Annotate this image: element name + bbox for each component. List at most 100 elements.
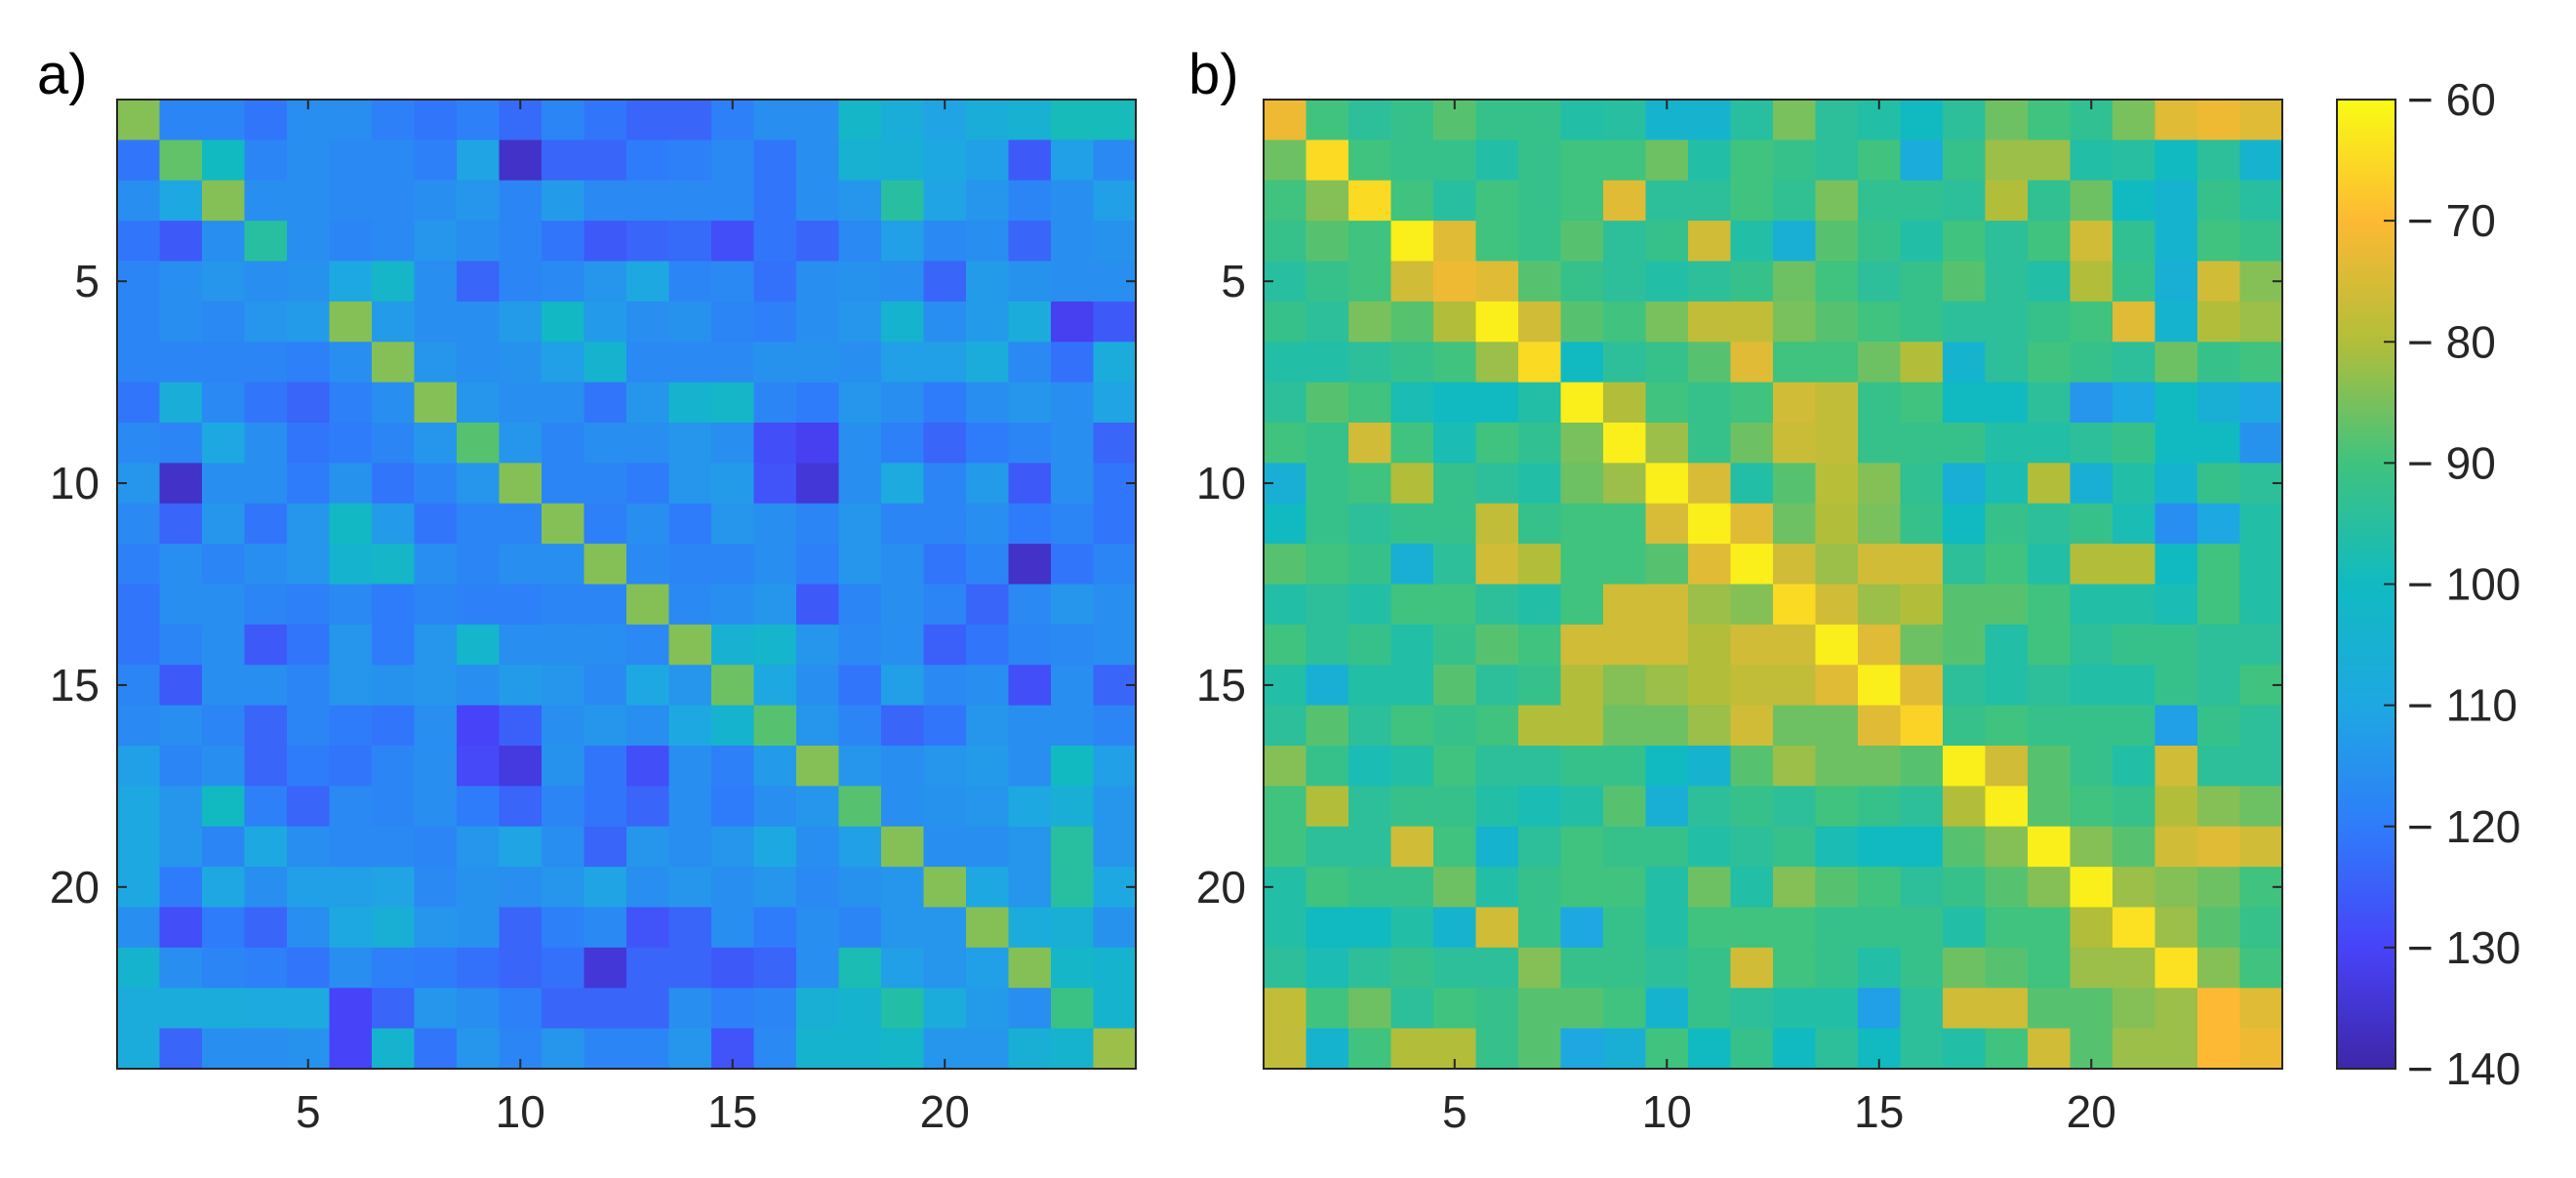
heatmap-cell: [1858, 221, 1902, 263]
heatmap-cell: [372, 624, 416, 666]
heatmap-cell: [117, 503, 161, 545]
heatmap-cell: [329, 947, 373, 989]
heatmap-cell: [796, 382, 840, 424]
heatmap-cell: [1730, 180, 1774, 222]
heatmap-cell: [2197, 665, 2241, 707]
heatmap-cell: [457, 503, 501, 545]
heatmap-cell: [159, 140, 203, 182]
heatmap-cell: [1603, 988, 1647, 1030]
heatmap-cell: [2028, 100, 2072, 141]
heatmap-cell: [1560, 624, 1604, 666]
heatmap-cell: [1773, 624, 1817, 666]
heatmap-cell: [499, 786, 543, 828]
heatmap-cell: [923, 261, 967, 303]
heatmap-cell: [1603, 503, 1647, 545]
heatmap-cell: [1475, 342, 1519, 384]
heatmap-cell: [117, 301, 161, 343]
heatmap-cell: [668, 382, 712, 424]
heatmap-cell: [1306, 301, 1349, 343]
heatmap-cell: [881, 423, 925, 464]
heatmap-cell: [711, 140, 755, 182]
heatmap-cell: [1093, 180, 1137, 222]
x-tick-label: 15: [1854, 1086, 1904, 1137]
heatmap-cell: [2113, 826, 2156, 868]
heatmap-cell: [1688, 180, 1732, 222]
heatmap-cell: [584, 544, 627, 586]
heatmap-cell: [372, 907, 416, 949]
heatmap-cell: [1390, 907, 1434, 949]
heatmap-cell: [1093, 907, 1137, 949]
heatmap-cell: [838, 988, 882, 1030]
heatmap-cell: [457, 907, 501, 949]
heatmap-cell: [1051, 907, 1095, 949]
heatmap-cell: [457, 826, 501, 868]
heatmap-cell: [542, 867, 585, 909]
heatmap-cell: [1815, 947, 1859, 989]
heatmap-cell: [1858, 746, 1902, 787]
heatmap-cell: [1560, 867, 1604, 909]
heatmap-cell: [287, 180, 331, 222]
y-tick-label: 10: [1196, 458, 1246, 508]
heatmap-cell: [1433, 463, 1477, 505]
heatmap-cell: [668, 584, 712, 626]
heatmap-cell: [584, 705, 627, 747]
heatmap-cell: [499, 947, 543, 989]
heatmap-cell: [1093, 746, 1137, 787]
heatmap-cell: [1645, 665, 1689, 707]
heatmap-cell: [542, 503, 585, 545]
heatmap-cell: [1688, 382, 1732, 424]
heatmap-cell: [2197, 140, 2241, 182]
heatmap-cell: [1943, 786, 1987, 828]
heatmap-cell: [626, 140, 670, 182]
heatmap-cell: [2070, 463, 2113, 505]
heatmap-cell: [838, 786, 882, 828]
heatmap-cell: [414, 463, 458, 505]
heatmap-cell: [1688, 705, 1732, 747]
heatmap-cell: [329, 544, 373, 586]
y-tick-label: 20: [1196, 862, 1246, 913]
heatmap-cell: [1264, 1028, 1308, 1070]
heatmap-cell: [2239, 907, 2283, 949]
heatmap-cell: [711, 584, 755, 626]
heatmap-cell: [1858, 503, 1902, 545]
heatmap-cell: [329, 705, 373, 747]
axes-frame-a: [116, 99, 1137, 1070]
heatmap-cell: [1264, 746, 1308, 787]
heatmap-cell: [923, 867, 967, 909]
heatmap-cell: [414, 947, 458, 989]
heatmap-cell: [753, 705, 797, 747]
heatmap-cell: [1518, 261, 1562, 303]
heatmap-cell: [1688, 140, 1732, 182]
heatmap-cell: [2197, 947, 2241, 989]
heatmap-cell: [499, 180, 543, 222]
heatmap-cell: [753, 342, 797, 384]
heatmap-cell: [1645, 221, 1689, 263]
heatmap-cell: [796, 221, 840, 263]
heatmap-cell: [117, 907, 161, 949]
heatmap-cell: [1051, 947, 1095, 989]
heatmap-cell: [668, 221, 712, 263]
heatmap-cell: [2154, 705, 2198, 747]
heatmap-cell: [1688, 1028, 1732, 1070]
heatmap-cell: [1603, 261, 1647, 303]
heatmap-cell: [2113, 180, 2156, 222]
heatmap-cell: [414, 261, 458, 303]
heatmap-cell: [838, 584, 882, 626]
heatmap-cell: [1433, 705, 1477, 747]
heatmap-cell: [584, 624, 627, 666]
heatmap-cell: [753, 382, 797, 424]
heatmap-cell: [202, 665, 246, 707]
heatmap-cell: [1093, 826, 1137, 868]
heatmap-cell: [1730, 705, 1774, 747]
heatmap-cell: [838, 221, 882, 263]
heatmap-cell: [117, 947, 161, 989]
heatmap-cell: [1645, 867, 1689, 909]
heatmap-cell: [1051, 867, 1095, 909]
heatmap-cell: [2113, 988, 2156, 1030]
heatmap-cell: [1518, 988, 1562, 1030]
heatmap-cell: [287, 423, 331, 464]
heatmap-cell: [1560, 503, 1604, 545]
heatmap-cell: [1645, 463, 1689, 505]
heatmap-cell: [2070, 301, 2113, 343]
heatmap-cell: [202, 221, 246, 263]
